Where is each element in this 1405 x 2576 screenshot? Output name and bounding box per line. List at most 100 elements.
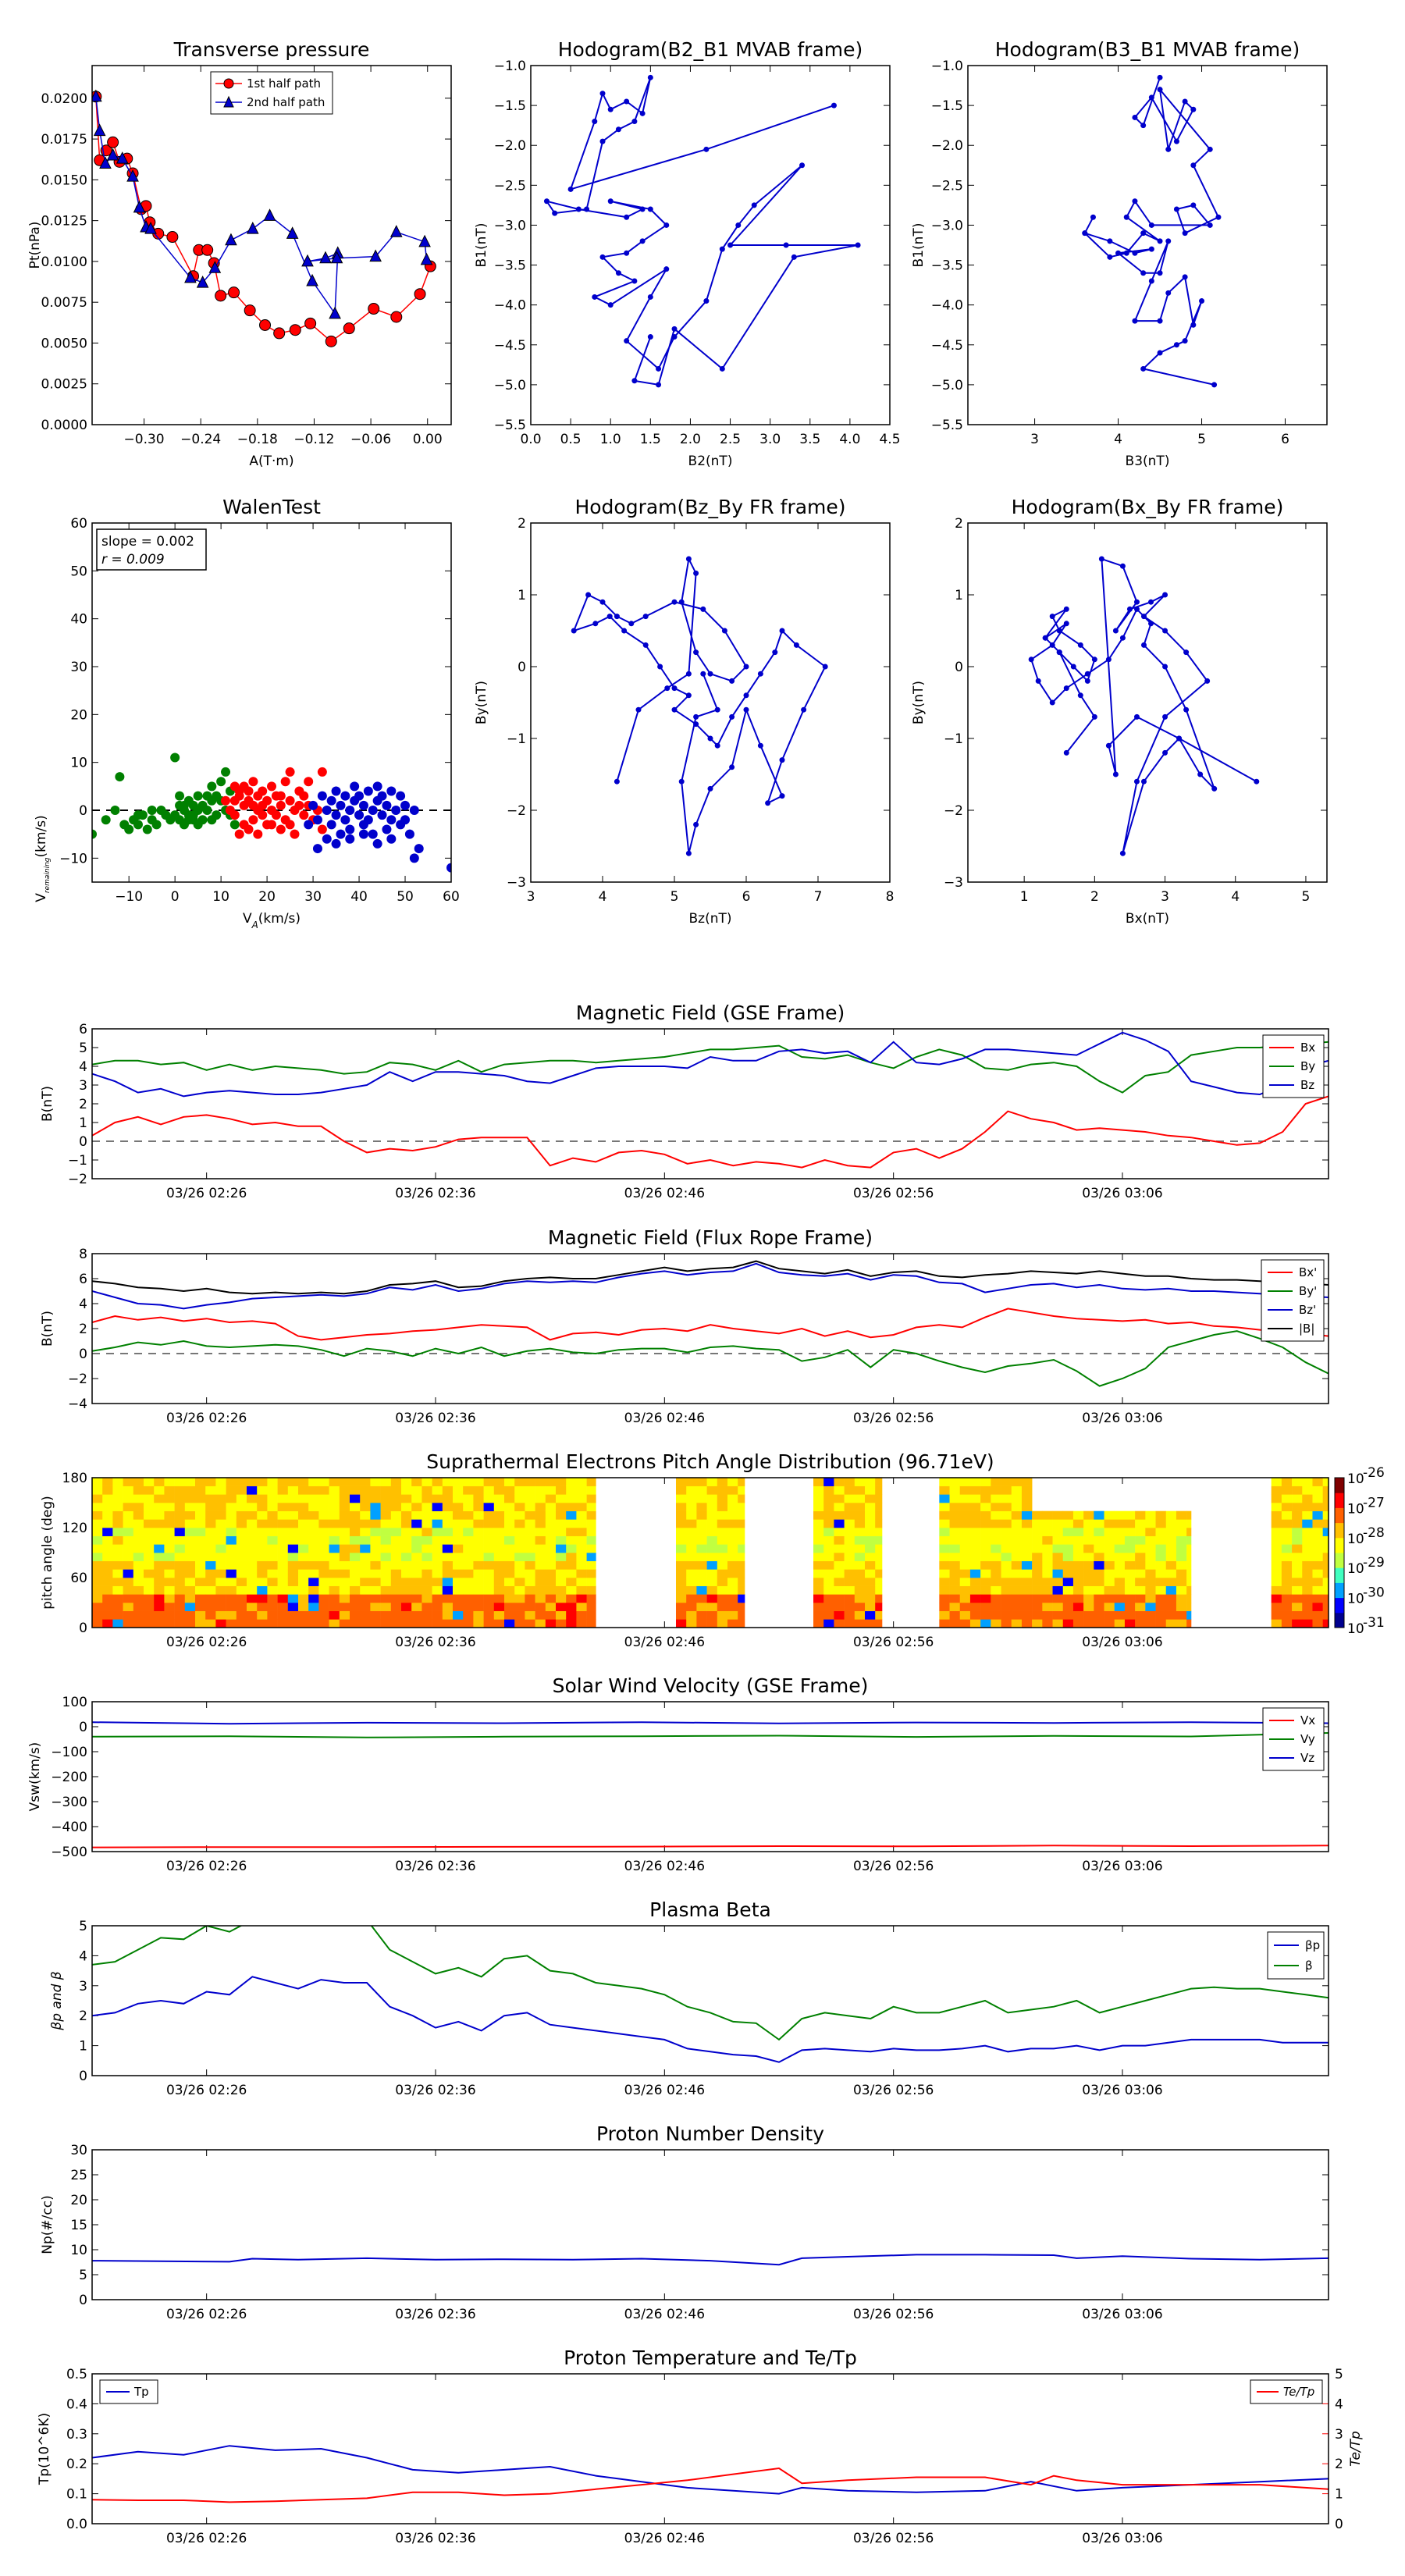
pad-cell [1072,1510,1084,1520]
pad-cell [1052,1560,1064,1570]
pad-cell [586,1544,596,1553]
pad-cell [1165,1569,1177,1578]
pad-cell [1104,1560,1115,1570]
data-point [628,621,635,627]
pad-cell [123,1519,134,1528]
pad-cell [1176,1585,1187,1595]
pad-cell [586,1503,596,1511]
pad-cell [390,1535,402,1545]
pad-cell [360,1478,371,1486]
pad-cell [493,1519,505,1528]
pad-cell [1042,1535,1053,1545]
pad-cell [453,1544,464,1553]
pad-cell [1155,1578,1167,1586]
pad-cell [247,1569,258,1578]
pad-cell [112,1503,123,1511]
x-tick-label: 3.5 [799,432,820,447]
pad-cell [566,1544,577,1553]
pad-cell [875,1610,883,1620]
pad-cell [380,1510,392,1520]
pad-cell [184,1619,196,1628]
pad-cell [1292,1544,1303,1553]
pad-cell [969,1603,981,1611]
pad-cell [339,1503,350,1511]
data-point [552,210,558,216]
pad-cell [1072,1519,1084,1528]
pad-cell [401,1569,412,1578]
data-point [322,834,332,844]
data-point [312,815,322,825]
pad-cell [380,1535,392,1545]
data-point [372,838,382,849]
pad-cell [370,1578,381,1586]
pad-cell [411,1603,422,1611]
pad-cell [257,1603,268,1611]
pad-cell [287,1560,299,1570]
pad-cell [939,1553,950,1561]
pad-cell [164,1569,175,1578]
pad-cell [738,1578,745,1586]
colorbar-segment [1335,1582,1344,1599]
pad-cell [164,1603,175,1611]
pad-cell [144,1544,155,1553]
colorbar-tick-exponent: -27 [1363,1495,1385,1510]
x-tick-label: 0.0 [520,432,541,447]
pad-cell [1011,1553,1023,1561]
x-tick-label: 03/26 02:26 [166,1635,247,1650]
series-line-0 [92,1845,1329,1848]
pad-cell [473,1610,484,1620]
pad-cell [164,1510,175,1520]
pad-cell [473,1569,484,1578]
pad-cell [1104,1610,1115,1620]
data-point [290,806,300,815]
plot-frame [91,1253,1329,1404]
x-tick-label: 03/26 02:46 [624,2307,705,2322]
data-point [317,824,327,834]
pad-cell [813,1610,824,1620]
pad-cell [586,1560,596,1570]
y2-tick-label: 4 [1335,2396,1343,2412]
y-tick-label: −1.5 [931,98,963,114]
chart-title: Hodogram(B3_B1 MVAB frame) [995,38,1300,61]
pad-cell [504,1485,515,1495]
x-tick-label: 03/26 03:06 [1082,2307,1162,2322]
pad-cell [504,1603,515,1611]
pad-cell [411,1535,422,1545]
pad-cell [422,1569,432,1578]
pad-cell [123,1478,134,1486]
pad-cell [401,1585,412,1595]
data-point [312,844,322,854]
pad-cell [473,1503,484,1511]
pad-cell [1292,1585,1303,1595]
data-point [166,231,179,244]
pad-cell [257,1619,268,1628]
x-tick-label: 03/26 02:46 [624,1635,705,1650]
pad-cell [236,1619,247,1628]
pad-cell [195,1494,206,1503]
pad-cell [844,1485,855,1495]
pad-cell [277,1485,289,1495]
pad-cell [370,1478,381,1486]
pad-cell [360,1610,371,1620]
pad-cell [1322,1560,1329,1570]
pad-cell [1155,1528,1167,1536]
pad-cell [686,1503,697,1511]
pad-cell [473,1578,484,1586]
data-point [1098,556,1104,562]
x-tick-label: 4 [1114,432,1122,447]
pad-cell [257,1478,268,1486]
pad-cell [411,1485,422,1495]
data-point [1165,146,1172,152]
pad-cell [411,1578,422,1586]
data-point [368,806,378,815]
pad-cell [834,1544,845,1553]
pad-cell [686,1578,697,1586]
pad-cell [226,1519,237,1528]
pad-cell [980,1528,991,1536]
data-point [1091,713,1097,720]
pad-cell [1145,1610,1156,1620]
pad-cell [566,1535,577,1545]
pad-cell [318,1569,329,1578]
pad-cell [226,1503,237,1511]
pad-cell [493,1610,505,1620]
